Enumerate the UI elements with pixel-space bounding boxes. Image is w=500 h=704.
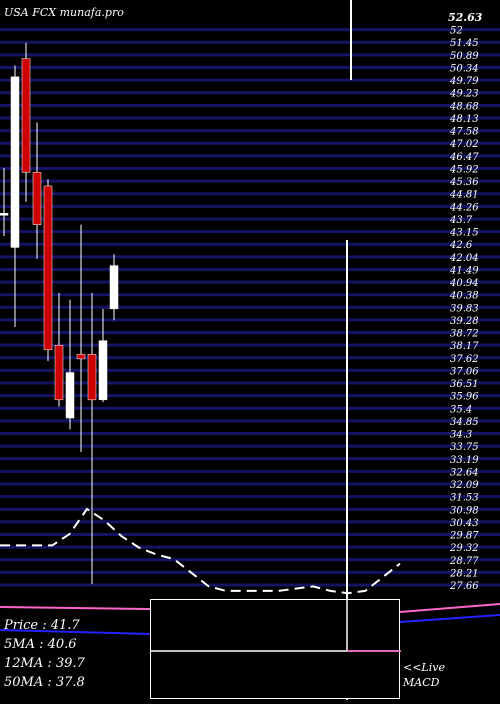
y-tick-label: 42.6 [449, 240, 473, 251]
y-tick-label: 34.3 [450, 430, 472, 441]
candle-body [54, 344, 64, 401]
y-tick-label: 42.04 [449, 253, 479, 264]
y-tick-label: 33.75 [450, 442, 479, 453]
macd-svg [151, 600, 401, 652]
candle-body [0, 213, 9, 216]
y-tick-label: 29.32 [449, 543, 479, 554]
stats-panel: Price : 41.7 5MA : 40.6 12MA : 39.7 50MA… [0, 616, 85, 692]
candle-body [10, 76, 20, 248]
y-tick-label: 35.96 [450, 392, 479, 403]
live-label: <<Live [403, 661, 445, 674]
candle-body [98, 340, 108, 401]
candle-body [87, 354, 97, 401]
ma12-readout: 12MA : 39.7 [4, 656, 85, 671]
ma-dashed-line [0, 507, 401, 595]
candle-body [76, 354, 86, 360]
macd-label-block: <<Live MACD [403, 660, 445, 690]
ma50-readout: 50MA : 37.8 [4, 675, 85, 690]
candle [54, 292, 64, 407]
y-tick-label: 35.4 [450, 404, 472, 415]
y-tick-label: 47.02 [449, 139, 479, 150]
candle [76, 224, 86, 453]
candle [87, 292, 97, 585]
y-tick-label: 27.66 [449, 581, 479, 592]
y-tick-label: 49.23 [449, 89, 479, 100]
y-tick-label: 44.81 [449, 190, 479, 201]
candle [0, 167, 9, 237]
y-tick-label: 29.87 [449, 531, 479, 542]
y-tick-label: 33.19 [450, 455, 479, 466]
y-tick-label: 50.89 [450, 51, 479, 62]
y-tick-label: 47.58 [449, 127, 479, 138]
y-tick-label: 40.38 [449, 291, 479, 302]
candle-body [109, 265, 119, 310]
candle [32, 122, 42, 259]
candle-body [32, 172, 42, 225]
y-tick-label: 46.47 [449, 152, 479, 163]
chart-grid [0, 28, 500, 587]
chart-title: USA FCX munafa.pro [4, 6, 124, 19]
y-tick-label: 43.7 [449, 215, 473, 226]
y-tick-label: 31.53 [450, 493, 479, 504]
y-tick-label: 41.49 [449, 265, 479, 276]
y-tick-label: 39.28 [450, 316, 479, 327]
y-tick-label: 37.62 [450, 354, 479, 365]
macd-panel [150, 599, 401, 699]
candle [21, 42, 31, 202]
y-tick-label: 45.92 [449, 164, 479, 175]
y-tick-label: 34.85 [450, 417, 479, 428]
last-price-label: 52.63 [448, 11, 483, 24]
y-tick-label: 45.36 [449, 177, 479, 188]
y-tick-label: 32.09 [450, 480, 479, 491]
y-tick-label: 28.21 [449, 568, 479, 579]
y-tick-label: 36.51 [450, 379, 479, 390]
candle [109, 254, 119, 321]
candle-body [43, 185, 53, 351]
y-tick-label: 32.64 [450, 467, 479, 478]
y-tick-label: 30.43 [450, 518, 479, 529]
y-tick-label: 50.34 [450, 63, 479, 74]
y-tick-label: 48.13 [449, 114, 479, 125]
macd-label: MACD [403, 676, 440, 689]
y-tick-label: 48.68 [449, 101, 479, 112]
candle [98, 308, 108, 403]
candle-body [65, 372, 75, 419]
y-tick-label: 28.77 [449, 556, 479, 567]
y-tick-label: 43.15 [449, 228, 479, 239]
price-readout: Price : 41.7 [4, 618, 80, 633]
y-tick-label: 40.94 [449, 278, 479, 289]
candles [0, 42, 119, 585]
y-tick-label: 44.26 [449, 202, 479, 213]
candle-body [21, 58, 31, 173]
candle [65, 299, 75, 430]
ma5-readout: 5MA : 40.6 [4, 637, 77, 652]
y-tick-label: 51.45 [450, 38, 479, 49]
y-tick-label: 39.83 [450, 303, 479, 314]
y-tick-label: 30.98 [450, 505, 479, 516]
y-tick-label: 38.17 [450, 341, 479, 352]
candle [10, 65, 20, 328]
y-tick-label: 38.72 [450, 329, 479, 340]
y-tick-label: 37.06 [450, 366, 479, 377]
y-tick-label: 49.79 [449, 76, 479, 87]
candle [43, 179, 53, 362]
y-tick-label: 52 [450, 26, 463, 37]
